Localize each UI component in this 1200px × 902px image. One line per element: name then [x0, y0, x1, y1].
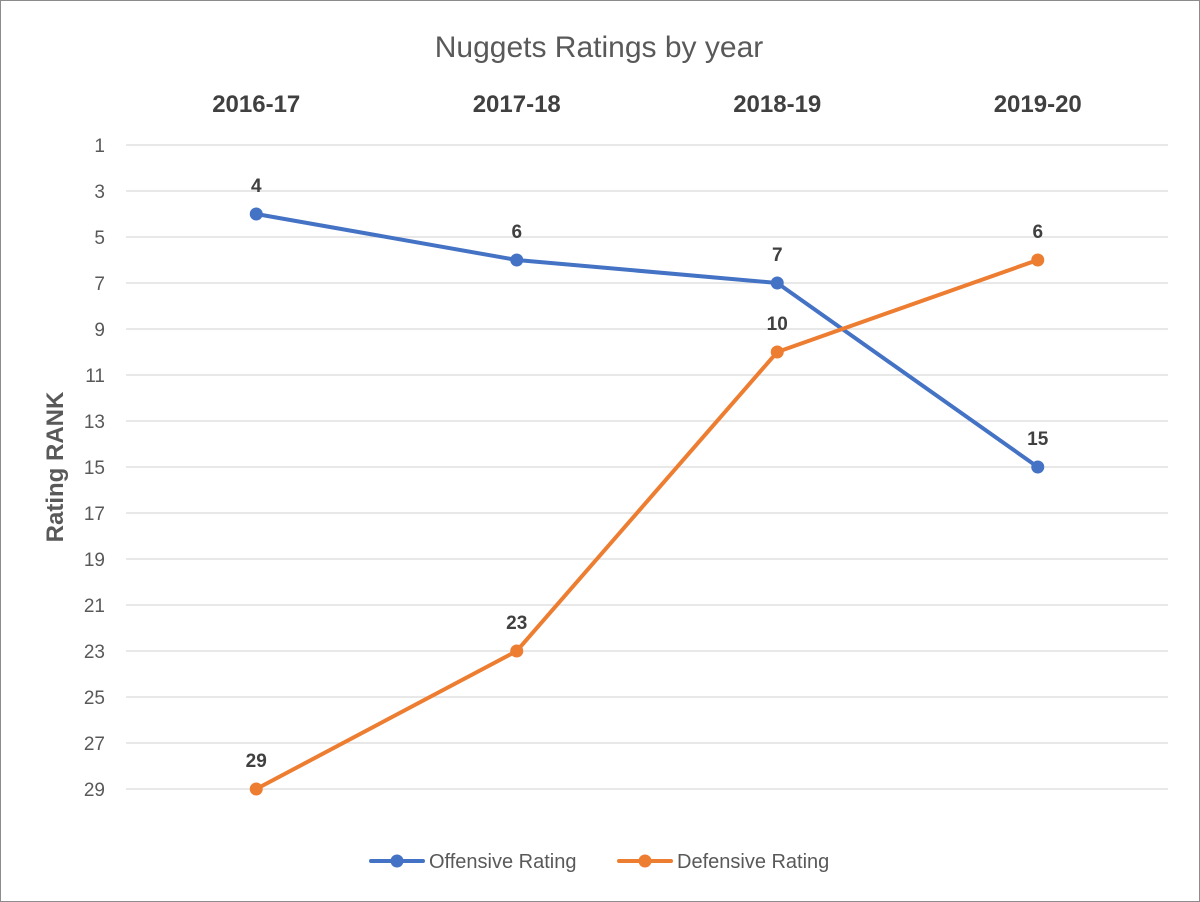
gridlines	[126, 144, 1168, 790]
y-tick-label: 5	[94, 228, 105, 249]
data-point	[249, 782, 263, 796]
data-label: 23	[506, 613, 527, 634]
legend-swatch-marker	[390, 854, 404, 868]
data-label: 15	[1027, 429, 1049, 450]
data-point	[249, 207, 263, 221]
category-axis-labels: 2016-17 2017-18 2018-19 2019-20	[212, 91, 1082, 118]
y-axis-title: Rating RANK	[42, 391, 69, 542]
data-point	[770, 276, 784, 290]
y-tick-label: 23	[84, 642, 105, 663]
data-point	[1031, 253, 1045, 267]
legend-swatch-marker	[638, 854, 652, 868]
y-tick-label: 17	[84, 504, 105, 525]
series-line-1	[254, 258, 1040, 791]
legend-label: Defensive Rating	[677, 851, 829, 873]
y-tick-label: 19	[84, 550, 105, 571]
series-lines	[254, 212, 1040, 791]
data-labels: 4 6 7 15 29 23 10 6	[246, 176, 1049, 772]
y-tick-label: 11	[85, 366, 105, 387]
data-point	[510, 644, 524, 658]
series-markers	[249, 207, 1045, 796]
category-label: 2018-19	[733, 91, 821, 118]
y-tick-label: 29	[84, 780, 105, 801]
y-tick-label: 25	[84, 688, 105, 709]
data-label: 29	[246, 751, 267, 772]
category-label: 2019-20	[994, 91, 1082, 118]
data-label: 10	[767, 314, 788, 335]
category-label: 2016-17	[212, 91, 300, 118]
data-label: 6	[1032, 222, 1043, 243]
data-label: 4	[251, 176, 262, 197]
y-tick-label: 13	[84, 412, 105, 433]
legend-label: Offensive Rating	[429, 851, 577, 873]
data-label: 7	[772, 245, 783, 266]
y-tick-label: 21	[84, 596, 105, 617]
y-tick-label: 9	[94, 320, 105, 341]
chart-title: Nuggets Ratings by year	[435, 31, 764, 64]
series-line-0	[254, 212, 1040, 469]
data-point	[510, 253, 524, 267]
data-point	[770, 345, 784, 359]
data-label: 6	[511, 222, 522, 243]
y-tick-label: 7	[94, 274, 105, 295]
y-tick-label: 3	[94, 182, 105, 203]
y-tick-label: 1	[94, 136, 105, 157]
y-tick-label: 15	[84, 458, 105, 479]
category-label: 2017-18	[473, 91, 561, 118]
legend: Offensive Rating Defensive Rating	[369, 851, 829, 873]
data-point	[1031, 460, 1045, 474]
y-tick-label: 27	[84, 734, 105, 755]
